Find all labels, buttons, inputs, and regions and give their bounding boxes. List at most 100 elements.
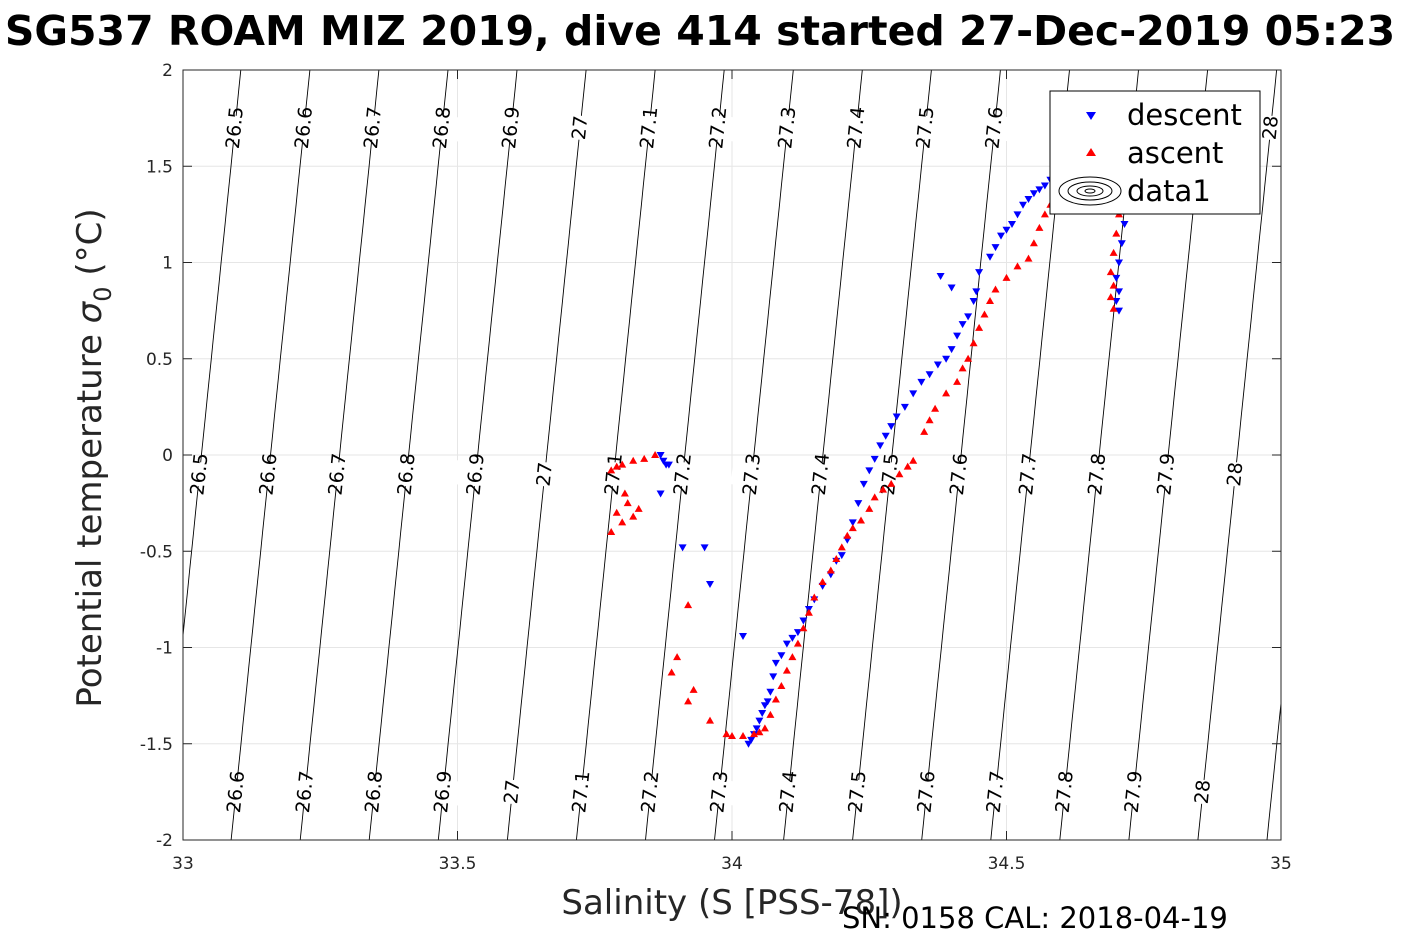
isopycnal-label-bg	[283, 777, 327, 806]
isopycnal-label-bg	[661, 460, 704, 489]
isopycnal-label: 26.5	[186, 452, 212, 496]
ascent-marker	[1040, 210, 1049, 218]
isopycnal-label-bg	[351, 113, 395, 142]
y-axis-label: Potential temperature σ0 (°C)	[70, 208, 117, 707]
isopycnal-line	[1197, 70, 1278, 840]
descent-marker	[936, 273, 945, 280]
isopycnal-label-bg	[316, 460, 359, 489]
isopycnal-label-bg	[491, 777, 534, 806]
legend-data1-label: data1	[1127, 174, 1211, 208]
isopycnal-label: 27.6	[914, 770, 940, 814]
isopycnal-label: 26.9	[498, 106, 524, 150]
isopycnal-label: 26.6	[223, 770, 249, 814]
isopycnal-label-bg	[213, 113, 257, 142]
isopycnal-label: 27.5	[912, 106, 938, 150]
descent-marker	[933, 361, 942, 369]
y-tick-label: -0.5	[140, 542, 173, 562]
legend-ascent-label: ascent	[1127, 136, 1223, 170]
descent-marker	[706, 581, 714, 588]
isopycnal-label: 27.2	[670, 452, 696, 496]
ascent-marker	[1035, 223, 1044, 231]
isopycnal-label-bg	[698, 777, 741, 806]
isopycnal-label: 27.9	[1121, 770, 1147, 814]
isopycnal-label-bg	[1145, 460, 1188, 489]
legend-entry-ascent: ascent	[1086, 136, 1223, 170]
ascent-marker	[870, 493, 879, 501]
descent-marker	[771, 659, 780, 667]
isopycnal-label-bg	[385, 460, 428, 489]
ascent-marker	[879, 485, 887, 493]
isopycnal-label: 26.6	[291, 106, 317, 150]
x-axis-ticks: 33 33.5 34 34.5 35	[172, 70, 1292, 874]
isopycnal-label: 27.1	[601, 452, 627, 496]
isopycnal-label-bg	[214, 777, 258, 806]
isopycnal-label: 27.2	[705, 106, 731, 150]
descent-marker	[925, 371, 934, 379]
ascent-marker	[1002, 273, 1011, 281]
descent-marker	[760, 702, 769, 710]
y-axis-label-unit: (°C)	[70, 208, 110, 286]
isopycnal-label: 28	[1259, 115, 1283, 141]
isopycnal-label-bg	[420, 113, 464, 142]
ascent-marker	[986, 297, 994, 304]
ascent-marker	[1112, 229, 1121, 237]
isopycnal-label-bg	[836, 777, 879, 806]
ascent-marker	[1013, 262, 1022, 270]
descent-marker	[848, 519, 857, 527]
isopycnal-line	[183, 70, 242, 640]
isopycnal-label-bg	[523, 460, 566, 489]
descent-marker	[1040, 182, 1049, 190]
isopycnal-label: 27.4	[775, 770, 801, 814]
isopycnal-label-bg	[905, 777, 948, 806]
isopycnal-label-bg	[178, 460, 221, 489]
descent-marker	[870, 455, 879, 463]
isopycnal-label: 27.1	[636, 106, 662, 150]
isopycnal-label-bg	[1076, 460, 1119, 489]
descent-marker	[1008, 221, 1016, 228]
descent-marker	[859, 480, 868, 488]
ascent-marker	[689, 685, 698, 693]
descent-marker	[1117, 240, 1126, 248]
data-markers	[607, 169, 1129, 748]
isopycnal-line	[575, 70, 656, 840]
descent-marker	[917, 378, 926, 386]
ascent-marker	[1106, 293, 1115, 301]
isopycnal-label-bg	[766, 113, 809, 142]
ascent-marker	[1029, 239, 1038, 247]
legend-ascent-marker	[1086, 148, 1096, 156]
descent-marker	[972, 288, 981, 296]
descent-marker	[659, 457, 668, 465]
y-axis-label-sigma: σ	[70, 300, 110, 323]
isopycnal-label: 27.3	[739, 452, 765, 496]
descent-marker	[909, 390, 918, 398]
ascent-marker	[684, 697, 693, 705]
isopycnal-label: 27.8	[1084, 452, 1110, 496]
y-tick-label: 1	[162, 254, 173, 274]
ascent-marker	[837, 543, 846, 551]
isopycnal-label: 27.6	[946, 452, 972, 496]
ascent-marker	[857, 516, 865, 524]
descent-marker	[969, 298, 978, 305]
descent-marker	[1024, 196, 1033, 203]
isopycnal-label: 28	[1223, 461, 1247, 487]
descent-marker	[758, 710, 767, 717]
legend-entry-data1: data1	[1058, 174, 1211, 208]
ascent-marker	[673, 653, 682, 661]
y-tick-label: -1	[156, 639, 173, 659]
ascent-marker	[958, 364, 967, 372]
legend: descent ascent data1	[1049, 90, 1261, 215]
descent-marker	[958, 321, 967, 329]
isopycnal-label: 27.6	[981, 106, 1007, 150]
ascent-marker	[629, 512, 638, 520]
descent-marker	[664, 461, 673, 469]
isopycnal-label: 27	[568, 115, 592, 141]
descent-marker	[747, 736, 756, 744]
isopycnal-line	[921, 70, 1001, 840]
isopycnal-line	[437, 70, 518, 840]
ascent-marker	[620, 489, 629, 497]
ascent-marker	[766, 710, 775, 718]
ascent-marker	[706, 716, 714, 724]
descent-marker	[678, 544, 687, 552]
ascent-marker	[607, 466, 616, 474]
isopycnal-label: 28	[1191, 779, 1215, 805]
